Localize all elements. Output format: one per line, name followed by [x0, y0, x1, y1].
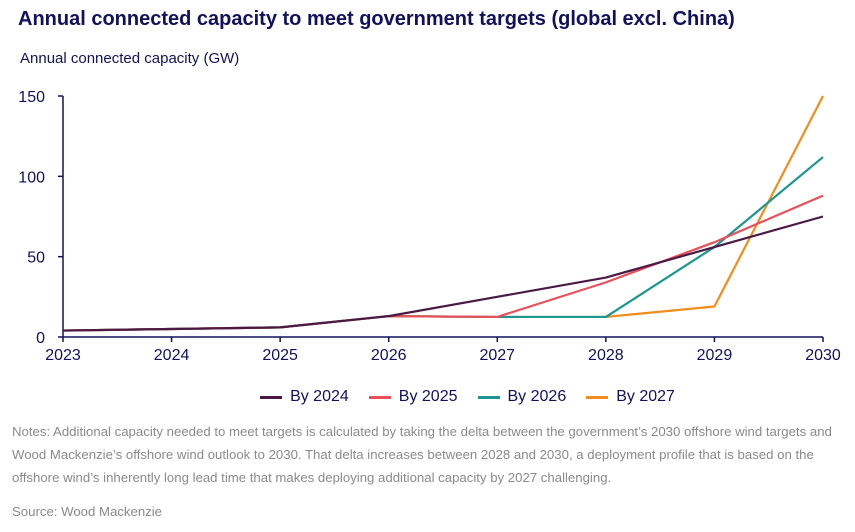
series-line-by-2025	[62, 194, 824, 332]
chart-notes: Notes: Additional capacity needed to mee…	[12, 424, 832, 485]
legend-swatch	[477, 395, 500, 399]
legend-item: By 2025	[368, 388, 458, 406]
x-tick-label: 2030	[805, 347, 841, 364]
legend-item: By 2024	[260, 388, 349, 406]
legend: By 2024 By 2025 By 2026 By 2027	[0, 388, 855, 406]
x-tick-label: 2028	[588, 347, 624, 364]
x-tick-label: 2023	[45, 347, 81, 364]
legend-item: By 2027	[586, 388, 675, 406]
chart-title: Annual connected capacity to meet govern…	[18, 8, 735, 30]
series-line-by-2027	[62, 95, 824, 332]
legend-label: By 2026	[507, 388, 567, 405]
y-tick-label: 50	[27, 250, 45, 267]
legend-swatch	[586, 395, 609, 399]
y-tick-label: 100	[18, 169, 45, 186]
legend-swatch	[260, 395, 283, 399]
y-axis-label: Annual connected capacity (GW)	[20, 50, 240, 67]
chart-source: Source: Wood Mackenzie	[12, 504, 163, 519]
legend-label: By 2025	[398, 388, 458, 405]
y-tick-label: 0	[36, 330, 45, 347]
x-tick-label: 2027	[479, 347, 515, 364]
legend-label: By 2027	[616, 388, 675, 405]
line-chart: 0 50 100 150 2023 2024 2025 2026 2027 2028 2029 203…	[18, 89, 841, 364]
legend-label: By 2024	[290, 388, 349, 405]
y-tick-label: 150	[18, 89, 45, 106]
series-line-by-2024	[62, 215, 824, 332]
x-tick-label: 2029	[697, 347, 733, 364]
legend-swatch	[368, 395, 391, 399]
x-tick-label: 2025	[262, 347, 298, 364]
legend-item: By 2026	[477, 388, 567, 406]
x-tick-label: 2026	[371, 347, 407, 364]
x-tick-label: 2024	[154, 347, 190, 364]
